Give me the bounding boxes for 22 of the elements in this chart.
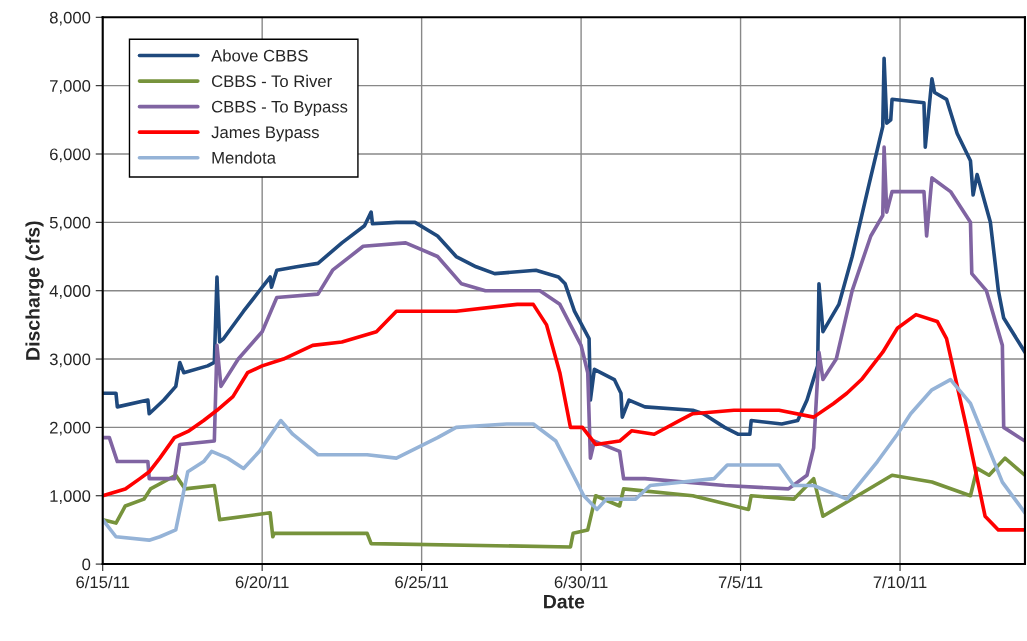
legend-label: CBBS - To River xyxy=(211,74,332,88)
x-tick-label: 7/10/11 xyxy=(873,575,927,589)
y-tick-label: 3,000 xyxy=(49,353,91,368)
legend-label: James Bypass xyxy=(211,126,319,142)
x-tick-label: 6/30/11 xyxy=(554,575,608,589)
y-tick-label: 2,000 xyxy=(50,421,91,436)
y-tick-label: 5,000 xyxy=(49,216,91,231)
x-axis-title: Date xyxy=(544,594,585,609)
y-tick-label: 6,000 xyxy=(50,148,91,163)
legend-label: Mendota xyxy=(212,151,276,164)
y-tick-label: 0 xyxy=(82,558,91,571)
x-tick-label: 7/5/11 xyxy=(718,575,763,589)
y-tick-label: 4,000 xyxy=(49,285,91,299)
legend-label: CBBS - To Bypass xyxy=(211,100,348,116)
x-tick-label: 6/15/11 xyxy=(76,575,130,589)
y-tick-label: 7,000 xyxy=(50,80,91,94)
y-tick-label: 1,000 xyxy=(50,490,91,504)
y-axis-title: Discharge (cfs) xyxy=(25,221,44,360)
x-tick-label: 6/20/11 xyxy=(235,575,289,589)
x-tick-label: 6/25/11 xyxy=(395,575,449,589)
y-tick-label: 8,000 xyxy=(49,11,91,26)
legend-label: Above CBBS xyxy=(211,49,308,62)
